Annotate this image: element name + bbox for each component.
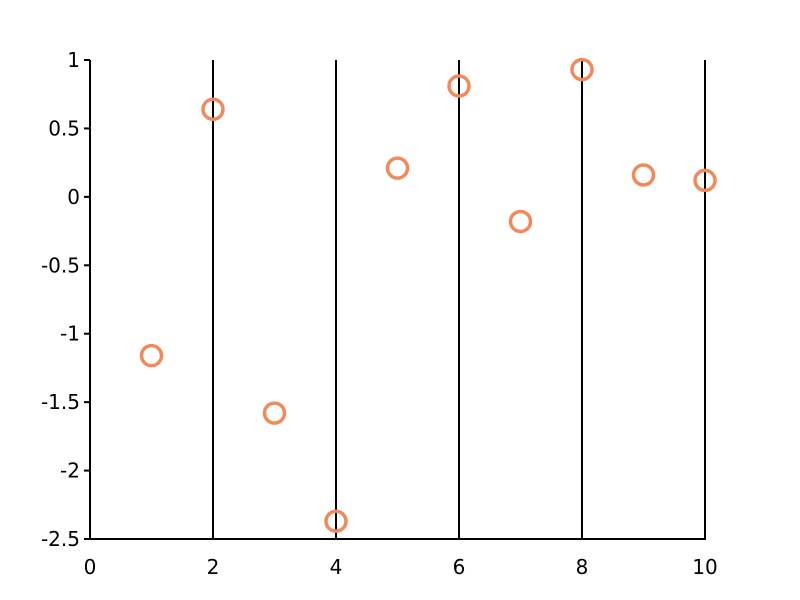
data-point — [385, 156, 410, 180]
x-tick-label: 0 — [84, 555, 97, 579]
x-tick-label: 4 — [330, 555, 343, 579]
data-point — [693, 168, 717, 193]
data-point — [201, 97, 225, 122]
data-points — [139, 57, 717, 533]
y-tick-label: -2 — [60, 459, 80, 483]
gridlines — [212, 60, 706, 539]
y-tick-label: -1.5 — [41, 390, 80, 414]
y-tick-label: -2.5 — [41, 527, 80, 551]
data-point — [262, 401, 287, 425]
data-point — [631, 163, 656, 187]
y-tick-label: 0.5 — [48, 116, 80, 140]
data-point — [324, 509, 348, 533]
y-tick-label: -1 — [60, 322, 80, 346]
y-tick-label: 0 — [67, 185, 80, 209]
data-point — [570, 57, 594, 82]
y-tick-label: -0.5 — [41, 253, 80, 277]
tick-labels: 0 2 4 6 8 10 1 0.5 0 -0.5 -1 -1.5 -2 -2.5 — [41, 48, 718, 579]
x-tick-label: 8 — [576, 555, 589, 579]
x-tick-label: 2 — [207, 555, 220, 579]
y-tick-label: 1 — [67, 48, 80, 72]
x-tick-label: 10 — [692, 555, 717, 579]
data-point — [508, 209, 533, 234]
x-tick-label: 6 — [453, 555, 466, 579]
data-point — [139, 343, 164, 368]
axes — [89, 60, 706, 540]
data-point — [447, 74, 471, 98]
